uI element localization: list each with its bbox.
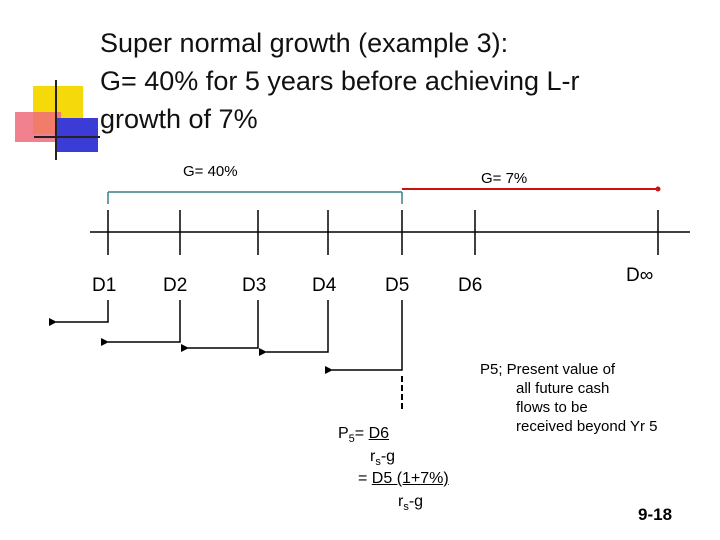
formula-denominator-2-sub: s xyxy=(403,501,409,514)
formula-p5: P5= D6 xyxy=(338,425,389,445)
note-block: P5; Present value of all future cash flo… xyxy=(480,360,657,436)
formula-p5-subscript: 5 xyxy=(348,433,355,446)
formula-denominator-1-sub: s xyxy=(375,456,381,469)
formula-line-2: = D5 (1+7%) xyxy=(358,470,449,488)
timeline-ticks xyxy=(107,210,659,255)
dividend-d2: D2 xyxy=(163,275,188,296)
formula-denominator-2: rs-g xyxy=(398,493,423,513)
title-line-2: G= 40% for 5 years before achieving L-r xyxy=(100,66,580,96)
decor-blue-square xyxy=(56,118,98,152)
title-line-1: Super normal growth (example 3): xyxy=(100,28,509,58)
note-line-3: flows to be xyxy=(516,399,588,416)
dividend-d3: D3 xyxy=(242,275,267,296)
formula-equals: = xyxy=(354,425,369,442)
formula-denominator-1-r: r xyxy=(370,448,376,465)
formula-denominator-2-r: r xyxy=(398,493,404,510)
dividend-d4: D4 xyxy=(312,275,337,296)
dividend-d1: D1 xyxy=(92,275,117,296)
formula-denominator-2-tail: -g xyxy=(408,493,424,510)
formula-p5-symbol: P xyxy=(338,425,349,442)
formula-numerator-2: D5 (1+7%) xyxy=(371,470,449,487)
decor-horizontal-line xyxy=(34,136,100,138)
dividend-d-infinity: D∞ xyxy=(626,265,654,286)
note-line-1: P5; Present value of xyxy=(480,361,616,378)
dividend-d5: D5 xyxy=(385,275,410,296)
label-low-growth: G= 7% xyxy=(481,170,528,187)
decor-vertical-line xyxy=(55,80,57,160)
bracket-high-growth xyxy=(107,191,403,204)
label-high-growth: G= 40% xyxy=(183,163,238,180)
formula-equals-2: = xyxy=(358,470,372,487)
formula-denominator-1-tail: -g xyxy=(380,448,396,465)
slide-title: Super normal growth (example 3): G= 40% … xyxy=(100,24,710,138)
slide-number: 9-18 xyxy=(638,505,673,524)
formula-numerator-1: D6 xyxy=(368,425,390,442)
dividend-d6: D6 xyxy=(458,275,483,296)
note-line-4: received beyond Yr 5 xyxy=(516,418,658,435)
formula-denominator-1: rs-g xyxy=(370,448,395,468)
note-line-2: all future cash xyxy=(516,380,610,397)
discount-arrows xyxy=(49,300,403,374)
title-line-3: growth of 7% xyxy=(100,104,258,134)
